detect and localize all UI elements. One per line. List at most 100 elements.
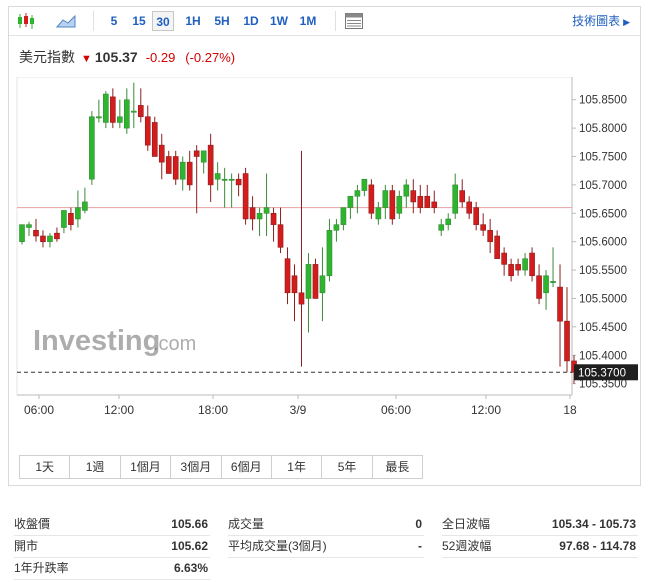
stat-label: 1年升跌率 — [14, 561, 69, 575]
candle-body — [382, 190, 389, 208]
x-tick-label: 12:00 — [471, 403, 501, 417]
stats-column-2: 成交量 0 平均成交量(3個月) - — [228, 514, 424, 558]
timeframe-5h[interactable]: 5H — [214, 14, 230, 28]
price-change: -0.29 — [145, 50, 176, 65]
candle-body — [144, 116, 151, 146]
candle-body — [389, 190, 396, 220]
candle-body — [221, 178, 228, 181]
candle-body — [235, 178, 242, 186]
candle-body — [452, 184, 459, 214]
timeframe-1h[interactable]: 1H — [185, 14, 201, 28]
candle-body — [515, 264, 521, 271]
candle-body — [75, 207, 81, 220]
candle-body — [61, 210, 67, 228]
down-arrow-icon: ▼ — [81, 53, 92, 65]
candle-body — [403, 184, 410, 197]
candle-body — [333, 224, 340, 231]
period-6[interactable]: 5年 — [322, 456, 373, 478]
candle-body — [424, 195, 431, 208]
timeframe-1m[interactable]: 1M — [299, 14, 317, 28]
period-7[interactable]: 最長 — [385, 460, 410, 474]
candle-body — [291, 275, 298, 294]
y-tick-label: 105.7000 — [579, 180, 627, 192]
stat-value: 105.62 — [171, 539, 208, 553]
y-tick-label: 105.4000 — [579, 350, 627, 362]
toolbar-divider — [93, 11, 94, 31]
timeframe-1w[interactable]: 1W — [270, 14, 288, 28]
area-chart-type-icon[interactable] — [55, 11, 77, 31]
y-tick-label: 105.5000 — [579, 293, 627, 305]
candle-body — [263, 207, 270, 214]
candle-body — [473, 207, 479, 225]
candle-body — [103, 93, 109, 123]
stat-row: 開市 105.62 — [14, 536, 210, 558]
stat-row: 1年升跌率 6.63% — [14, 558, 210, 580]
timeframe-1d[interactable]: 1D — [243, 14, 259, 28]
period-5[interactable]: 1年 — [272, 456, 323, 478]
candle-body — [487, 230, 493, 242]
stat-row: 成交量 0 — [228, 514, 424, 536]
candle-body — [270, 212, 277, 225]
price-change-pct: (-0.27%) — [185, 50, 236, 65]
period-1[interactable]: 1週 — [70, 456, 121, 478]
candle-body — [564, 320, 570, 362]
candlestick-type-icon[interactable] — [15, 11, 37, 31]
period-0[interactable]: 1天 — [20, 456, 71, 478]
grid-settings-icon[interactable] — [343, 11, 365, 31]
candle-body — [40, 235, 46, 242]
y-tick-label: 105.5500 — [579, 265, 627, 277]
chevron-right-icon: ▶ — [623, 17, 630, 27]
candle-body — [96, 116, 102, 119]
stat-label: 成交量 — [228, 517, 265, 531]
candle-body — [326, 230, 333, 277]
candle-body — [459, 190, 466, 203]
candle-body — [110, 96, 116, 123]
stat-value: 97.68 - 114.78 — [559, 539, 636, 553]
tech-chart-link[interactable]: 技術圖表 ▶ — [572, 12, 630, 29]
candle-body — [550, 281, 556, 283]
candle-body — [543, 275, 549, 294]
candle-body — [130, 110, 137, 113]
candlestick-chart[interactable]: Investing.com 105.8500 105.8000 105.7500 105… — [9, 77, 640, 422]
candle-body — [494, 235, 500, 260]
candle-body — [396, 195, 403, 214]
candle-body — [137, 105, 144, 118]
candle-body — [151, 122, 158, 157]
candle-body — [319, 275, 326, 294]
candle-body — [417, 195, 424, 208]
stat-label: 開市 — [14, 539, 39, 553]
candle-body — [480, 224, 486, 231]
period-selector: 1天 1週 1個月 3個月 6個月 1年 5年 最長 — [19, 455, 424, 479]
stat-value: 105.34 - 105.73 — [551, 517, 636, 531]
candle-body — [361, 178, 368, 191]
candle-body — [54, 232, 60, 240]
candle-body — [438, 224, 445, 231]
period-3[interactable]: 3個月 — [171, 456, 222, 478]
toolbar-divider — [335, 11, 336, 31]
candle-body — [347, 195, 354, 208]
timeframe-5[interactable]: 5 — [110, 14, 118, 28]
timeframe-30[interactable]: 30 — [152, 11, 174, 31]
timeframe-15[interactable]: 15 — [132, 14, 146, 28]
stat-label: 52週波幅 — [442, 539, 492, 553]
chart-panel: 5 15 30 1H 5H 1D 1W 1M 技術圖表 ▶ 美元指數 ▼ 105.37 -0.29 (… — [8, 6, 641, 486]
candle-body — [284, 258, 291, 294]
y-tick-label: 105.3500 — [579, 379, 627, 391]
stat-label: 收盤價 — [14, 517, 51, 531]
quote-header: 美元指數 ▼ 105.37 -0.29 (-0.27%) — [19, 47, 235, 67]
candle-body — [123, 99, 130, 129]
candle-body — [117, 116, 123, 123]
candle-body — [172, 156, 179, 180]
x-tick-label: 3/9 — [290, 403, 307, 417]
candle-body — [26, 224, 32, 228]
period-4[interactable]: 6個月 — [222, 456, 272, 478]
x-tick-label: 06:00 — [381, 403, 411, 417]
last-price: 105.37 — [94, 49, 138, 65]
period-2[interactable]: 1個月 — [121, 456, 172, 478]
candle-body — [68, 212, 74, 225]
candle-body — [557, 286, 563, 322]
candle-body — [501, 252, 507, 265]
candle-body — [82, 201, 88, 211]
candle-body — [186, 161, 193, 186]
y-tick-label: 105.8500 — [579, 95, 627, 107]
